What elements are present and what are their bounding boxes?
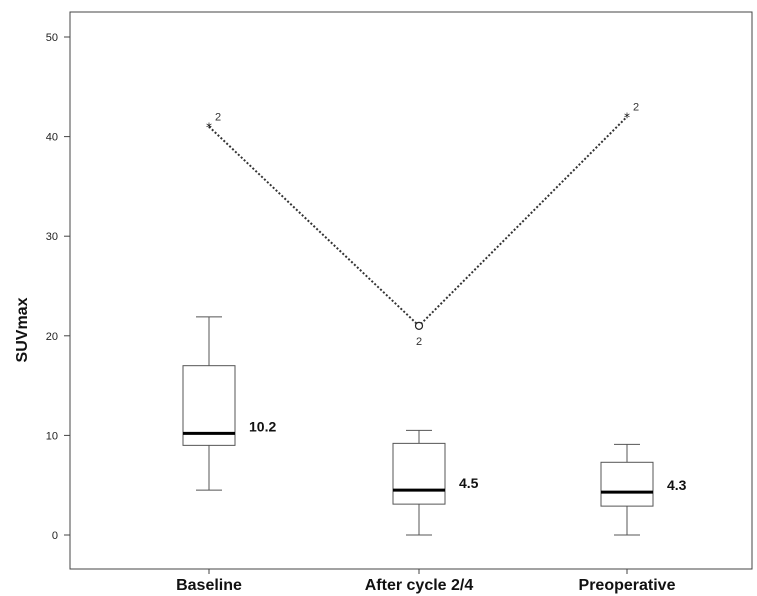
- y-axis-label: SUVmax: [14, 297, 31, 362]
- y-tick-label: 0: [52, 530, 58, 542]
- y-tick-label: 50: [46, 32, 58, 44]
- x-tick-label: Baseline: [176, 577, 242, 594]
- outliers: *22*2: [206, 102, 639, 348]
- median-label: 4.3: [667, 477, 687, 493]
- iqr-box: [600, 461, 654, 507]
- box-0: 10.2: [182, 316, 276, 491]
- outlier-star: *: [624, 111, 630, 125]
- y-tick-label: 10: [46, 430, 58, 442]
- y-tick-label: 30: [46, 231, 58, 243]
- y-tick-label: 40: [46, 132, 58, 144]
- outlier-star: *: [206, 121, 212, 135]
- plot-frame: [69, 11, 753, 570]
- median-label: 10.2: [249, 418, 276, 434]
- box-2: 4.3: [600, 443, 687, 536]
- x-tick-label: After cycle 2/4: [365, 577, 474, 594]
- y-axis: 0 10 20 30 40 50: [46, 32, 70, 542]
- x-axis-labels: Baseline After cycle 2/4 Preoperative: [176, 569, 676, 594]
- box-1: 4.5: [392, 429, 479, 536]
- y-tick-label: 20: [46, 331, 58, 343]
- median-label: 4.5: [459, 475, 479, 491]
- outlier-label: 2: [215, 112, 221, 124]
- iqr-box: [392, 442, 446, 505]
- x-tick-label: Preoperative: [579, 577, 676, 594]
- outlier-label: 2: [633, 102, 639, 114]
- outlier-circle: [414, 321, 424, 330]
- boxes: 10.2 4.5 4.3: [182, 316, 687, 536]
- outlier-label: 2: [416, 336, 422, 348]
- outlier-connector: [208, 115, 628, 328]
